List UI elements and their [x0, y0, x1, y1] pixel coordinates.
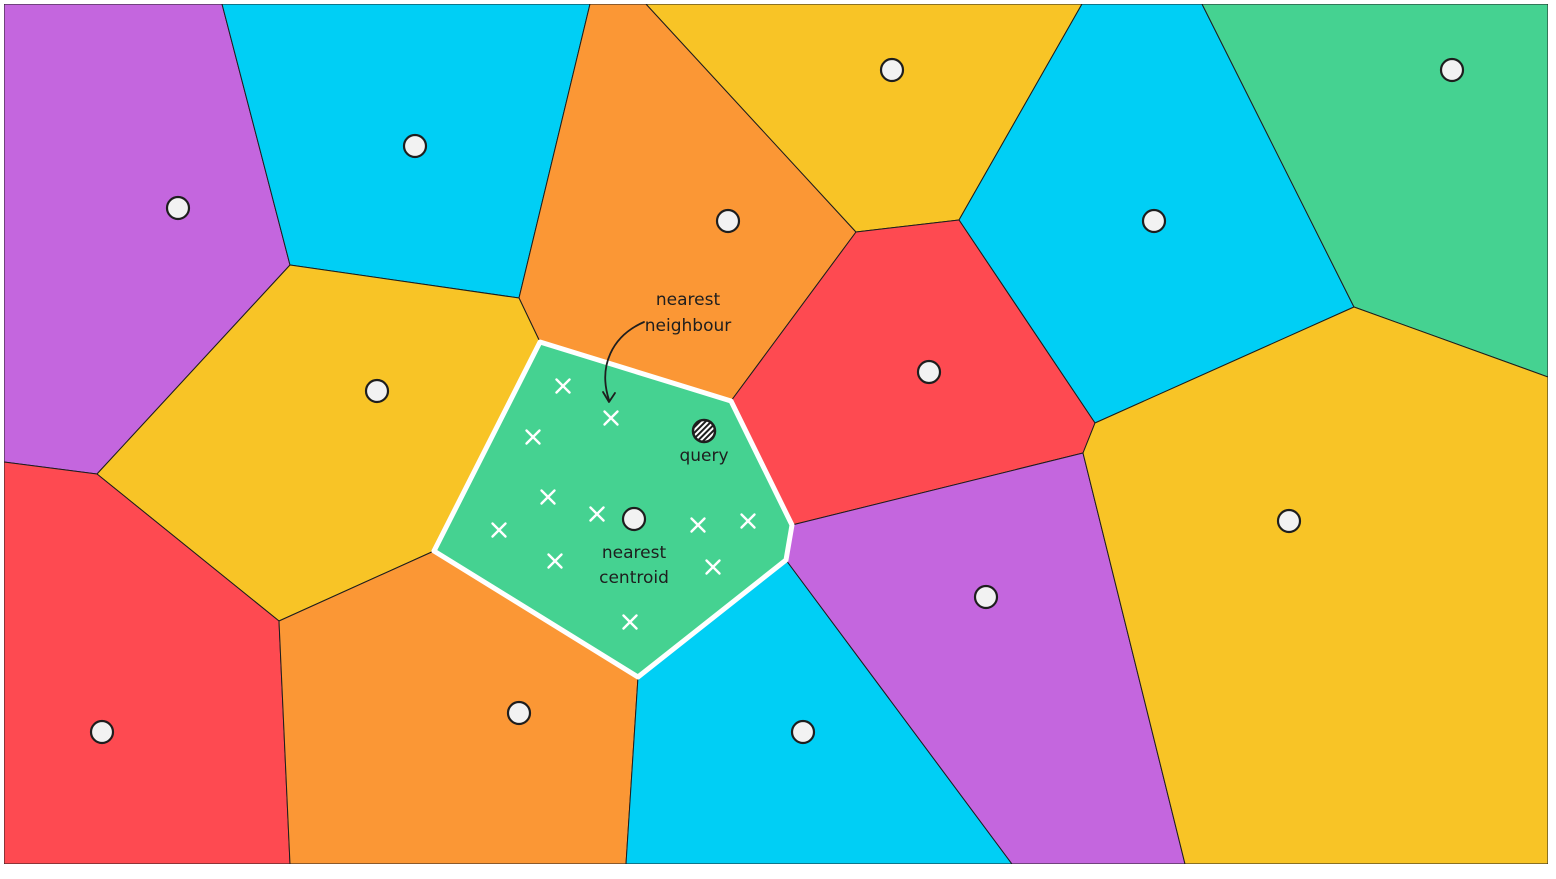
vector-cross-icon — [690, 517, 706, 533]
nearest-centroid-label-line1: nearest — [602, 543, 667, 563]
centroid-circle-icon — [1141, 208, 1167, 234]
centroid-circle-icon — [790, 719, 816, 745]
vector-cross-icon — [705, 559, 721, 575]
centroid-circle-icon — [621, 506, 647, 532]
voronoi-cells — [4, 4, 1548, 864]
centroids — [89, 57, 1465, 745]
arrow-head-icon — [602, 391, 616, 403]
centroid-circle-icon — [89, 719, 115, 745]
vector-cross-icon — [589, 506, 605, 522]
centroid-circle-icon — [715, 208, 741, 234]
vector-cross-icon — [525, 429, 541, 445]
vector-cross-icon — [547, 553, 563, 569]
centroid-circle-icon — [506, 700, 532, 726]
curved-arrow-icon — [604, 321, 645, 401]
centroid-circle-icon — [364, 378, 390, 404]
vector-cross-icon — [622, 614, 638, 630]
centroid-circle-icon — [973, 584, 999, 610]
query-label: query — [679, 446, 728, 466]
cell-green-top-right — [1201, 4, 1548, 378]
nearest-neighbour-label-line1: nearest — [656, 290, 721, 310]
centroid-circle-icon — [402, 133, 428, 159]
cell-yellow-bottom-right — [1082, 306, 1548, 864]
vector-cross-icon — [740, 513, 756, 529]
vector-cross-icon — [491, 522, 507, 538]
nearest-neighbour-label-line2: neighbour — [645, 316, 731, 336]
centroid-circle-icon — [916, 359, 942, 385]
centroid-circle-icon — [1439, 57, 1465, 83]
vector-cross-icon — [540, 489, 556, 505]
query-marker — [691, 418, 717, 444]
vector-crosses — [491, 378, 756, 630]
centroid-circle-icon — [165, 195, 191, 221]
centroid-circle-icon — [1276, 508, 1302, 534]
vector-cross-icon — [555, 378, 571, 394]
query-icon — [691, 418, 717, 444]
vector-cross-icon — [603, 410, 619, 426]
centroid-circle-icon — [879, 57, 905, 83]
nearest-centroid-label-line2: centroid — [599, 568, 669, 588]
